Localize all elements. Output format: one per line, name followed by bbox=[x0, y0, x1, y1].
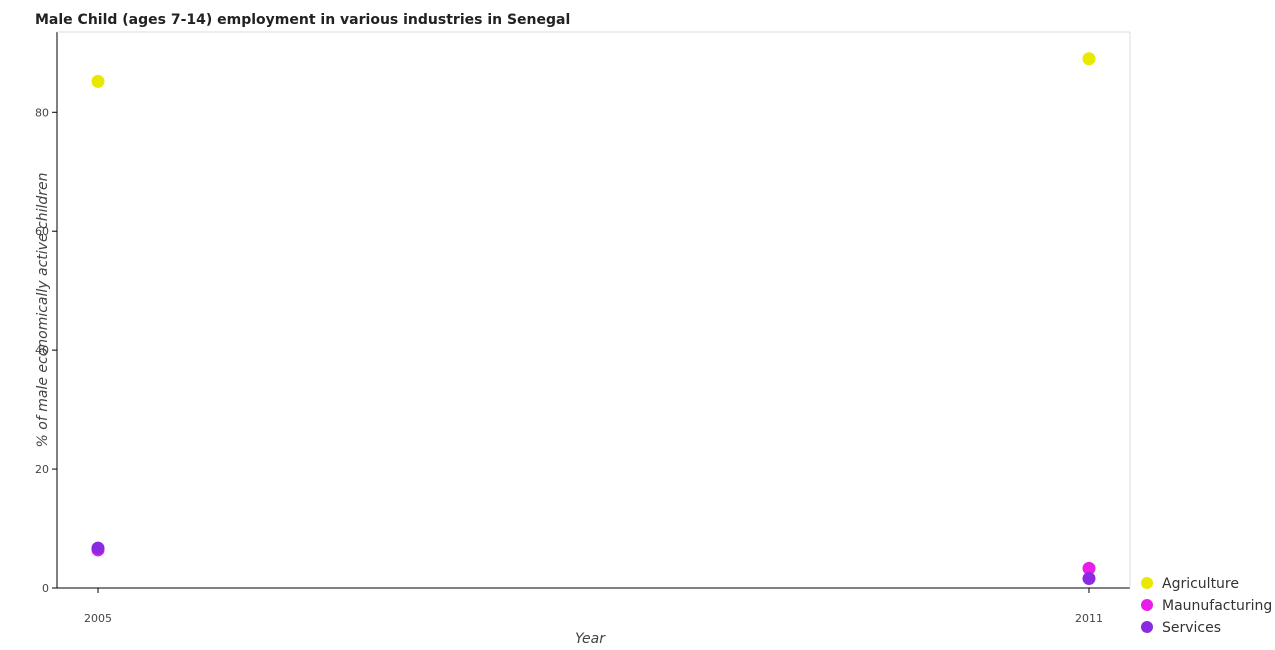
legend-marker-services bbox=[1141, 621, 1153, 633]
y-ticks: 0 20 40 60 80 bbox=[35, 106, 57, 595]
y-tick-label: 60 bbox=[35, 225, 49, 238]
data-point-agriculture-2005 bbox=[91, 74, 105, 88]
legend: Agriculture Maunufacturing Services bbox=[1141, 576, 1272, 636]
y-tick-label: 20 bbox=[35, 463, 49, 476]
data-point-services-2011 bbox=[1082, 571, 1096, 585]
data-points bbox=[91, 52, 1096, 585]
legend-label-services: Services bbox=[1162, 620, 1221, 636]
legend-marker-agriculture bbox=[1141, 577, 1153, 589]
legend-label-agriculture: Agriculture bbox=[1162, 576, 1239, 592]
x-tick-label: 2005 bbox=[84, 612, 112, 625]
y-axis-label: % of male economically active children bbox=[35, 173, 51, 448]
data-point-services-2005 bbox=[91, 541, 105, 555]
legend-label-maunufacturing: Maunufacturing bbox=[1162, 598, 1272, 614]
plot-area bbox=[56, 31, 1131, 589]
y-tick-label: 80 bbox=[35, 106, 49, 119]
legend-marker-maunufacturing bbox=[1141, 599, 1153, 611]
data-point-agriculture-2011 bbox=[1082, 52, 1096, 66]
y-tick-label: 0 bbox=[42, 582, 49, 595]
y-tick-label: 40 bbox=[35, 344, 49, 357]
x-axis-label: Year bbox=[575, 631, 606, 647]
x-ticks: 2005 2011 bbox=[84, 588, 1103, 625]
data-point-maunufacturing-2011 bbox=[1082, 561, 1096, 575]
x-tick-label: 2011 bbox=[1075, 612, 1103, 625]
chart-title: Male Child (ages 7-14) employment in var… bbox=[35, 12, 570, 28]
